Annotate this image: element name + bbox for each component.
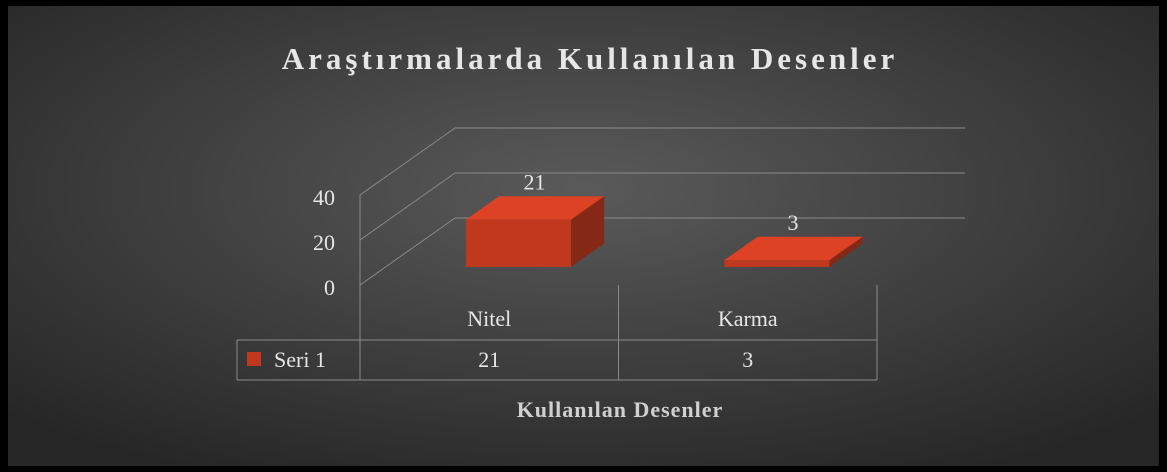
legend-swatch — [247, 352, 261, 366]
grid-line — [359, 217, 456, 286]
bar — [465, 219, 571, 267]
bar — [724, 260, 830, 267]
data-label: 21 — [524, 169, 546, 194]
grid-line — [359, 127, 456, 196]
y-tick-label: 20 — [313, 230, 335, 255]
chart-title: Araştırmalarda Kullanılan Desenler — [282, 41, 898, 76]
table-value: 3 — [742, 347, 753, 372]
bar-side — [570, 196, 605, 267]
table-value: 21 — [478, 347, 500, 372]
bar-top — [724, 236, 863, 261]
y-tick-label: 0 — [324, 275, 335, 300]
x-axis-title: Kullanılan Desenler — [517, 397, 724, 422]
x-tick-label: Karma — [718, 306, 778, 331]
legend-label: Seri 1 — [274, 347, 326, 372]
data-label: 3 — [788, 210, 799, 235]
bar-side — [829, 236, 863, 267]
y-tick-label: 40 — [313, 185, 335, 210]
grid-line — [359, 172, 456, 241]
bar-top — [465, 196, 605, 220]
x-tick-label: Nitel — [467, 306, 511, 331]
